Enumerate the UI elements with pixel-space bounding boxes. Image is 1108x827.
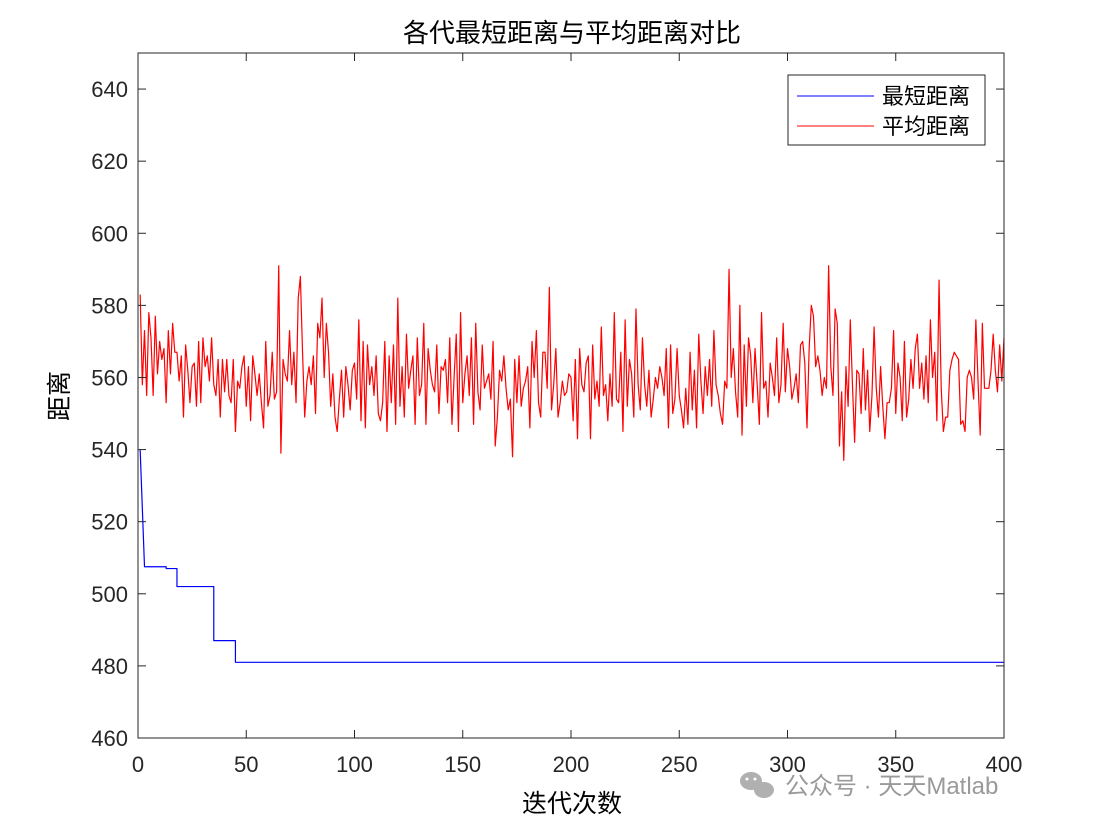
x-tick-label: 350	[877, 752, 914, 777]
watermark: 公众号 · 天天Matlab	[740, 772, 998, 800]
x-tick-label: 50	[234, 752, 258, 777]
x-axis-label: 迭代次数	[522, 789, 622, 818]
y-tick-label: 620	[91, 149, 128, 174]
x-tick-label: 400	[986, 752, 1023, 777]
y-tick-label: 500	[91, 582, 128, 607]
y-tick-label: 540	[91, 438, 128, 463]
legend-label-average: 平均距离	[882, 115, 970, 140]
watermark-text: 公众号 · 天天Matlab	[785, 773, 998, 800]
series-line-shortest	[139, 449, 1004, 663]
x-tick-label: 100	[336, 752, 373, 777]
y-tick-label: 580	[91, 293, 128, 318]
y-axis-label: 距离	[45, 371, 74, 421]
legend-box	[787, 74, 986, 146]
tick-layer: 0 50 100 150 200 250 300 350 400 460 480 500 520 540 5…	[91, 53, 1022, 777]
y-tick-label: 520	[91, 510, 128, 535]
x-tick-label: 0	[132, 752, 144, 777]
x-tick-label: 300	[769, 752, 806, 777]
y-tick-label: 600	[91, 221, 128, 246]
legend: 最短距离 平均距离	[787, 74, 986, 146]
wechat-icon	[740, 772, 774, 798]
y-tick-label: 480	[91, 654, 128, 679]
y-tick-label: 560	[91, 365, 128, 390]
series-layer	[139, 265, 1005, 663]
y-tick-label: 640	[91, 77, 128, 102]
chart-title: 各代最短距离与平均距离对比	[403, 19, 741, 49]
legend-label-shortest: 最短距离	[882, 85, 970, 110]
series-line-average	[139, 265, 1005, 461]
y-tick-label: 460	[91, 726, 128, 751]
x-tick-label: 150	[444, 752, 481, 777]
x-tick-label: 200	[553, 752, 590, 777]
x-tick-label: 250	[661, 752, 698, 777]
